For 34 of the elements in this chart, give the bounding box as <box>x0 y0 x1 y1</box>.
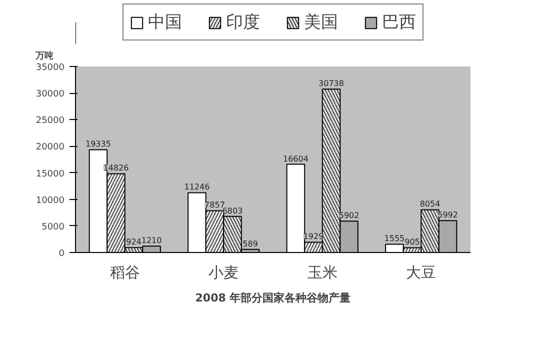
y-tick-label: 35000 <box>36 63 65 73</box>
x-tick-label: 玉米 <box>307 264 338 282</box>
data-label: 19335 <box>85 140 111 149</box>
y-tick-label: 20000 <box>36 142 65 153</box>
legend-label: 巴西 <box>382 12 416 34</box>
x-tick-label: 大豆 <box>406 264 436 282</box>
y-tick-label: 0 <box>58 249 65 259</box>
data-label: 5902 <box>338 211 360 220</box>
y-axis-title: 万吨 <box>34 50 54 62</box>
data-label: 589 <box>242 239 258 248</box>
y-tick-label: 15000 <box>36 169 65 180</box>
data-label: 6803 <box>222 206 243 216</box>
text: 2008 年部分国家各种谷物产量 <box>195 292 351 304</box>
legend-label: 美国 <box>304 12 338 34</box>
data-label: 8054 <box>420 200 440 209</box>
data-label: 30738 <box>318 79 344 88</box>
y-tick-label: 10000 <box>36 196 65 206</box>
data-label: 1210 <box>141 236 162 246</box>
data-label: 924 <box>126 238 142 247</box>
data-label: 14826 <box>103 164 129 173</box>
legend-label: 中国 <box>148 12 182 34</box>
x-tick-label: 小麦 <box>208 264 239 282</box>
x-tick-label: 稻谷 <box>110 264 140 282</box>
data-label: 1929 <box>303 232 324 242</box>
y-tick-label: 5000 <box>42 222 65 232</box>
data-label: 16604 <box>282 154 308 164</box>
data-label: 7857 <box>204 200 225 210</box>
data-label: 5992 <box>438 210 458 220</box>
y-tick-label: 25000 <box>36 116 65 126</box>
data-label: 905 <box>404 238 420 247</box>
data-label: 1555 <box>384 234 405 244</box>
data-label: 11246 <box>184 182 210 192</box>
legend-label: 印度 <box>226 12 260 34</box>
y-tick-label: 30000 <box>36 90 65 100</box>
